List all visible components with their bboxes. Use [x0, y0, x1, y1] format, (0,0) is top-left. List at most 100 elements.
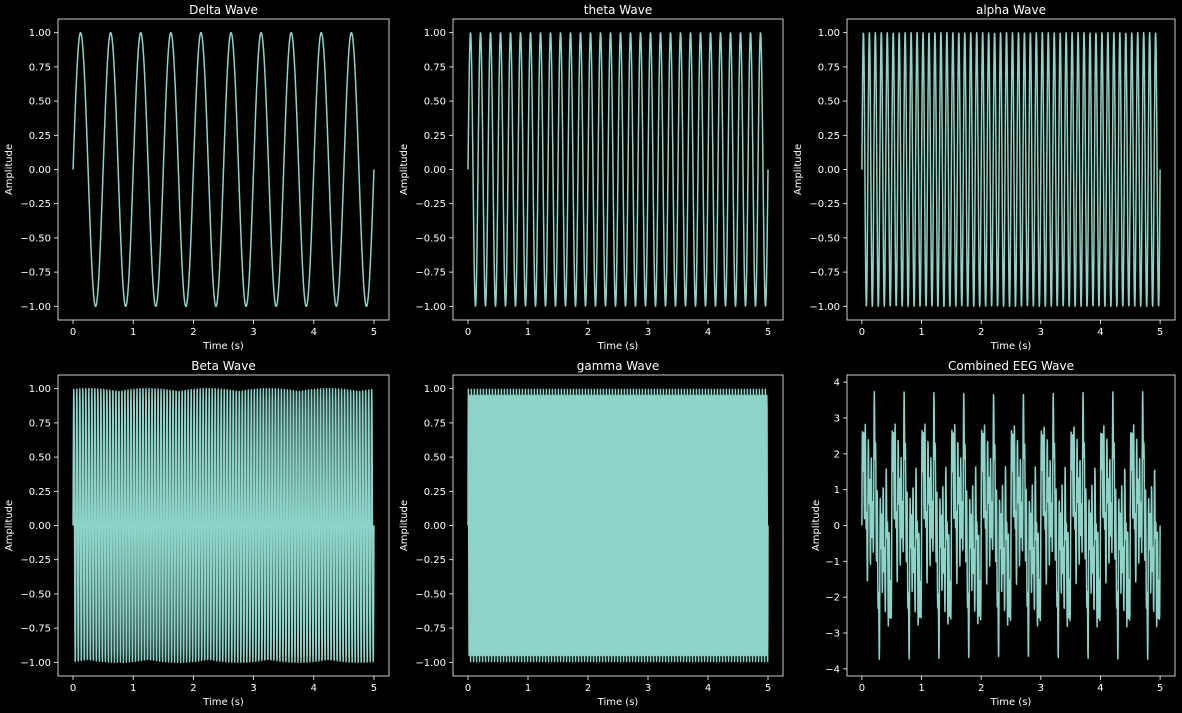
y-tick-label: 0.50 — [818, 97, 840, 108]
y-tick-label: −0.75 — [415, 624, 446, 635]
x-tick-label: 4 — [705, 683, 711, 694]
x-tick-label: 3 — [250, 327, 256, 338]
y-tick-label: −0.50 — [20, 589, 51, 600]
chart-title: alpha Wave — [976, 3, 1046, 17]
x-tick-label: 1 — [525, 327, 531, 338]
y-tick-label: 0.25 — [29, 487, 51, 498]
chart-title: gamma Wave — [577, 359, 659, 373]
y-tick-label: 1.00 — [29, 384, 51, 395]
y-tick-label: 2 — [834, 449, 840, 460]
x-tick-label: 1 — [918, 327, 924, 338]
y-tick-label: −0.50 — [809, 233, 840, 244]
y-tick-label: −0.75 — [809, 268, 840, 279]
y-tick-label: 0.00 — [424, 521, 446, 532]
x-tick-label: 0 — [465, 683, 471, 694]
x-tick-label: 1 — [918, 683, 924, 694]
y-tick-label: 0.00 — [424, 165, 446, 176]
chart-panel-6: 0 1 2 3 4 5 −4 −3 −2 −1 0 1 2 3 4 Combined EEG Wave Time… — [811, 359, 1176, 708]
x-tick-label: 0 — [70, 327, 76, 338]
y-tick-label: 1.00 — [424, 28, 446, 39]
x-tick-label: 5 — [371, 683, 377, 694]
y-tick-label: −0.25 — [20, 199, 51, 210]
y-axis-label: Amplitude — [811, 500, 822, 551]
chart-panel-1: 0 1 2 3 4 5 −1.00 −0.75 −0.50 −0.25 0.00 0.25 0.50 0.… — [4, 3, 390, 352]
chart-panel-3: 0 1 2 3 4 5 −1.00 −0.75 −0.50 −0.25 0.00 0.25 0.50 0.… — [793, 3, 1176, 352]
x-tick-label: 3 — [645, 327, 651, 338]
x-axis-label: Time (s) — [597, 697, 639, 708]
y-tick-label: 3 — [834, 414, 840, 425]
x-tick-label: 4 — [1097, 327, 1103, 338]
y-tick-label: 0.75 — [29, 418, 51, 429]
x-axis-label: Time (s) — [597, 341, 639, 352]
y-tick-label: 1.00 — [424, 384, 446, 395]
y-tick-label: −0.50 — [415, 233, 446, 244]
x-tick-label: 0 — [859, 327, 865, 338]
y-tick-label: −0.50 — [20, 233, 51, 244]
y-tick-label: −2 — [825, 593, 840, 604]
chart-panel-4: 0 1 2 3 4 5 −1.00 −0.75 −0.50 −0.25 0.00 0.25 0.50 0.… — [4, 359, 390, 708]
x-tick-label: 2 — [978, 683, 984, 694]
y-tick-label: 0.75 — [818, 62, 840, 73]
y-tick-label: −0.75 — [415, 268, 446, 279]
y-tick-label: −0.25 — [415, 555, 446, 566]
y-axis-label: Amplitude — [399, 144, 410, 195]
y-axis-label: Amplitude — [4, 144, 15, 195]
y-tick-label: −0.25 — [20, 555, 51, 566]
x-tick-label: 2 — [978, 327, 984, 338]
x-axis-label: Time (s) — [202, 341, 244, 352]
x-tick-label: 0 — [465, 327, 471, 338]
y-tick-label: 1.00 — [29, 28, 51, 39]
y-axis-label: Amplitude — [793, 144, 804, 195]
y-axis-label: Amplitude — [399, 500, 410, 551]
x-tick-label: 3 — [645, 683, 651, 694]
y-tick-label: 0.00 — [29, 165, 51, 176]
y-tick-label: 0.50 — [29, 453, 51, 464]
y-tick-label: −1 — [825, 557, 840, 568]
y-tick-label: 1.00 — [818, 28, 840, 39]
y-tick-label: −1.00 — [415, 658, 446, 669]
y-tick-label: 0.50 — [424, 97, 446, 108]
x-axis-label: Time (s) — [990, 341, 1032, 352]
y-tick-label: −1.00 — [20, 658, 51, 669]
y-tick-label: −0.25 — [809, 199, 840, 210]
x-tick-label: 0 — [859, 683, 865, 694]
y-tick-label: 0.75 — [424, 418, 446, 429]
x-tick-label: 2 — [190, 327, 196, 338]
chart-title: Delta Wave — [189, 3, 258, 17]
y-tick-label: 0.50 — [29, 97, 51, 108]
y-tick-label: 0.25 — [424, 131, 446, 142]
x-tick-label: 1 — [130, 683, 136, 694]
x-tick-label: 2 — [585, 683, 591, 694]
x-tick-label: 5 — [1157, 327, 1163, 338]
x-tick-label: 5 — [371, 327, 377, 338]
x-tick-label: 1 — [130, 327, 136, 338]
y-axis-label: Amplitude — [4, 500, 15, 551]
x-tick-label: 4 — [1097, 683, 1103, 694]
chart-title: Combined EEG Wave — [948, 359, 1074, 373]
y-tick-label: 0.75 — [29, 62, 51, 73]
series-line-1 — [861, 390, 1161, 661]
y-tick-label: −3 — [825, 629, 840, 640]
y-tick-label: 0.00 — [818, 165, 840, 176]
y-tick-label: 0.25 — [424, 487, 446, 498]
x-tick-label: 5 — [765, 683, 771, 694]
x-tick-label: 2 — [190, 683, 196, 694]
x-tick-label: 5 — [1157, 683, 1163, 694]
y-tick-label: −1.00 — [809, 302, 840, 313]
chart-panel-5: 0 1 2 3 4 5 −1.00 −0.75 −0.50 −0.25 0.00 0.25 0.50 0.… — [399, 359, 784, 708]
y-tick-label: 0 — [834, 521, 840, 532]
y-tick-label: −0.75 — [20, 268, 51, 279]
x-tick-label: 4 — [311, 327, 317, 338]
x-tick-label: 1 — [525, 683, 531, 694]
series-line-1 — [467, 32, 769, 307]
chart-title: Beta Wave — [191, 359, 255, 373]
chart-panel-2: 0 1 2 3 4 5 −1.00 −0.75 −0.50 −0.25 0.00 0.25 0.50 0.… — [399, 3, 784, 352]
x-tick-label: 3 — [250, 683, 256, 694]
x-tick-label: 2 — [585, 327, 591, 338]
x-tick-label: 4 — [311, 683, 317, 694]
y-tick-label: 0.75 — [424, 62, 446, 73]
x-tick-label: 0 — [70, 683, 76, 694]
x-tick-label: 4 — [705, 327, 711, 338]
y-tick-label: −1.00 — [20, 302, 51, 313]
series-line-1 — [861, 31, 1161, 308]
